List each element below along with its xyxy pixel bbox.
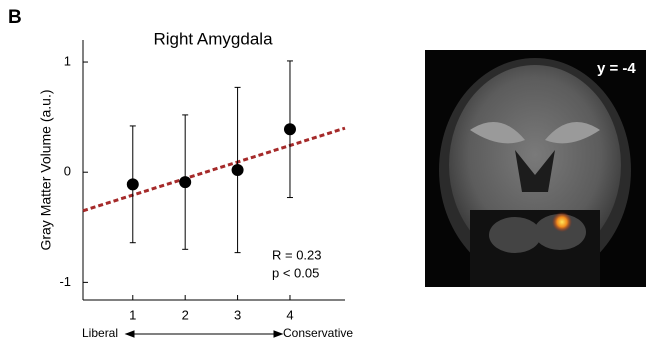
y-tick-label: 0	[64, 164, 71, 179]
x-tick-label: 4	[286, 307, 293, 322]
y-tick-label: -1	[59, 274, 71, 289]
data-point	[232, 164, 244, 176]
x-tick-label: 2	[182, 307, 189, 322]
x-end-label: Conservative	[283, 326, 353, 340]
y-tick-label: 1	[64, 53, 71, 68]
annotation: R = 0.23	[272, 247, 322, 262]
data-point	[284, 123, 296, 135]
x-tick-label: 3	[234, 307, 241, 322]
annotation: p < 0.05	[272, 265, 319, 280]
data-point	[179, 176, 191, 188]
chart-title: Right Amygdala	[153, 29, 273, 48]
x-end-label: Liberal	[82, 326, 118, 340]
panel-label: B	[8, 7, 22, 28]
y-axis-label: Gray Matter Volume (a.u.)	[38, 89, 54, 250]
regression-line	[83, 128, 345, 211]
x-tick-label: 1	[129, 307, 136, 322]
data-point	[127, 178, 139, 190]
direction-arrow	[126, 331, 282, 337]
brain-image	[425, 50, 646, 287]
figure: B Right Amygdala Gray Matter Volume (a.u…	[0, 0, 646, 346]
slice-label: y = -4	[597, 60, 636, 77]
